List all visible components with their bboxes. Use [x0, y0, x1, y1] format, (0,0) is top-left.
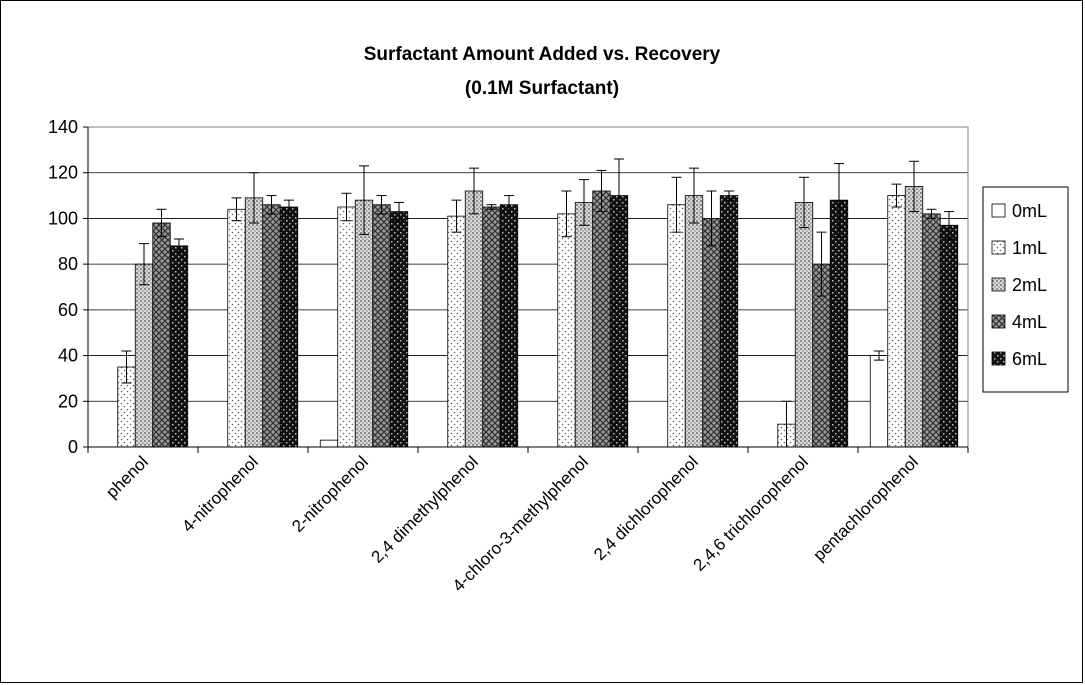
error-bar-2ml-pentachlorophenol	[909, 160, 919, 213]
error-bar-4ml-2-4-6-trichlorophenol	[816, 231, 827, 297]
bar-2ml-2-4-dichlorophenol	[684, 195, 704, 448]
legend-swatch-2ml	[991, 277, 1006, 292]
bar-6ml-2-4-dimethylphenol	[499, 204, 519, 448]
error-bar-6ml-2-nitrophenol	[394, 201, 404, 222]
bar-6ml-phenol	[169, 245, 189, 448]
x-category-label-2-4-dichlorophenol: 2,4 dichlorophenol	[590, 452, 702, 564]
error-bar-6ml-2-4-dichlorophenol	[724, 190, 734, 201]
x-category-label-phenol: phenol	[102, 452, 152, 502]
y-tick-label-140: 140	[48, 117, 78, 137]
error-bar-6ml-4-chloro-3-methylphenol	[614, 158, 624, 233]
error-bar-1ml-pentachlorophenol	[891, 183, 902, 208]
bar-2ml-2-nitrophenol	[354, 199, 374, 448]
bar-2ml-4-chloro-3-methylphenol	[574, 202, 594, 448]
bar-4ml-4-chloro-3-methylphenol	[592, 190, 611, 448]
error-bar-2ml-2-4-dimethylphenol	[469, 167, 479, 215]
legend-swatch-0ml	[991, 203, 1006, 218]
bar-6ml-2-nitrophenol	[389, 211, 409, 448]
chart-title: Surfactant Amount Added vs. Recovery	[364, 44, 721, 65]
bar-6ml-pentachlorophenol	[939, 224, 959, 448]
error-bar-4ml-4-nitrophenol	[266, 195, 277, 215]
y-tick-label-100: 100	[48, 208, 78, 228]
error-bar-4ml-4-chloro-3-methylphenol	[596, 169, 607, 213]
error-bar-2ml-4-chloro-3-methylphenol	[579, 179, 589, 226]
bar-4ml-4-nitrophenol	[262, 204, 281, 448]
error-bar-6ml-2-4-dimethylphenol	[504, 195, 514, 215]
bar-4ml-2-4-dimethylphenol	[482, 206, 501, 448]
error-bar-1ml-2-4-dichlorophenol	[671, 176, 682, 233]
error-bar-4ml-pentachlorophenol	[926, 208, 937, 219]
x-category-label-pentachlorophenol: pentachlorophenol	[809, 452, 921, 564]
legend-label-6ml: 6mL	[1012, 349, 1047, 369]
y-tick-label-60: 60	[58, 300, 78, 320]
bar-0ml-pentachlorophenol	[869, 355, 889, 448]
bar-2ml-2-4-6-trichlorophenol	[794, 202, 814, 448]
bar-4ml-2-nitrophenol	[372, 204, 391, 448]
legend-label-4ml: 4mL	[1012, 312, 1047, 332]
bar-1ml-2-nitrophenol	[337, 206, 356, 448]
legend: 0mL 1mL 2mL 4mL 6mL	[982, 186, 1069, 393]
error-bar-1ml-2-nitrophenol	[341, 192, 352, 222]
bar-2ml-4-nitrophenol	[244, 197, 264, 448]
legend-label-1ml: 1mL	[1012, 238, 1047, 258]
error-bar-1ml-phenol	[121, 350, 132, 384]
error-bar-2ml-4-nitrophenol	[249, 172, 259, 224]
bar-1ml-4-chloro-3-methylphenol	[557, 213, 576, 448]
x-category-label-2-4-dimethylphenol: 2,4 dimethylphenol	[367, 452, 481, 566]
bar-1ml-4-nitrophenol	[227, 208, 246, 448]
x-category-label-2-nitrophenol: 2-nitrophenol	[288, 452, 372, 536]
x-category-label-2-4-6-trichlorophenol: 2,4,6 trichlorophenol	[689, 452, 811, 574]
y-tick-label-120: 120	[48, 163, 78, 183]
bar-1ml-2-4-dichlorophenol	[667, 204, 686, 448]
y-tick-label-40: 40	[58, 346, 78, 366]
y-tick-label-0: 0	[68, 437, 78, 457]
error-bar-6ml-phenol	[174, 238, 184, 254]
bar-6ml-2-4-dichlorophenol	[719, 195, 739, 448]
bar-6ml-4-nitrophenol	[279, 206, 299, 448]
bar-4ml-phenol	[152, 222, 171, 448]
bar-2ml-2-4-dimethylphenol	[464, 190, 484, 448]
y-tick-label-20: 20	[58, 391, 78, 411]
error-bar-2ml-2-4-6-trichlorophenol	[799, 176, 809, 229]
error-bar-1ml-4-nitrophenol	[231, 197, 242, 222]
bar-2ml-phenol	[134, 263, 154, 448]
bar-0ml-2-nitrophenol	[319, 439, 339, 448]
bar-2ml-pentachlorophenol	[904, 186, 924, 448]
error-bar-4ml-2-nitrophenol	[376, 195, 387, 215]
error-bar-4ml-2-4-dimethylphenol	[486, 204, 497, 210]
bar-1ml-pentachlorophenol	[887, 195, 906, 448]
error-bar-2ml-phenol	[139, 243, 149, 286]
error-bar-1ml-2-4-dimethylphenol	[451, 199, 462, 233]
legend-label-2ml: 2mL	[1012, 275, 1047, 295]
x-category-label-4-nitrophenol: 4-nitrophenol	[178, 452, 262, 536]
legend-swatch-4ml	[991, 314, 1006, 329]
error-bar-4ml-phenol	[156, 208, 167, 238]
error-bar-6ml-4-nitrophenol	[284, 199, 294, 215]
bar-6ml-4-chloro-3-methylphenol	[609, 195, 629, 448]
bar-1ml-2-4-dimethylphenol	[447, 215, 466, 448]
bar-4ml-pentachlorophenol	[922, 213, 941, 448]
error-bar-1ml-4-chloro-3-methylphenol	[561, 190, 572, 238]
legend-swatch-1ml	[991, 240, 1006, 255]
legend-label-0ml: 0mL	[1012, 201, 1047, 221]
error-bar-6ml-pentachlorophenol	[944, 211, 954, 240]
error-bar-2ml-2-4-dichlorophenol	[689, 167, 699, 224]
chart-subtitle: (0.1M Surfactant)	[465, 78, 619, 99]
error-bar-0ml-pentachlorophenol	[874, 350, 884, 361]
error-bar-6ml-2-4-6-trichlorophenol	[834, 163, 844, 238]
bar-4ml-2-4-dichlorophenol	[702, 218, 721, 448]
error-bar-4ml-2-4-dichlorophenol	[706, 190, 717, 247]
error-bar-2ml-2-nitrophenol	[359, 165, 369, 235]
y-tick-label-80: 80	[58, 254, 78, 274]
legend-swatch-6ml	[991, 351, 1006, 366]
